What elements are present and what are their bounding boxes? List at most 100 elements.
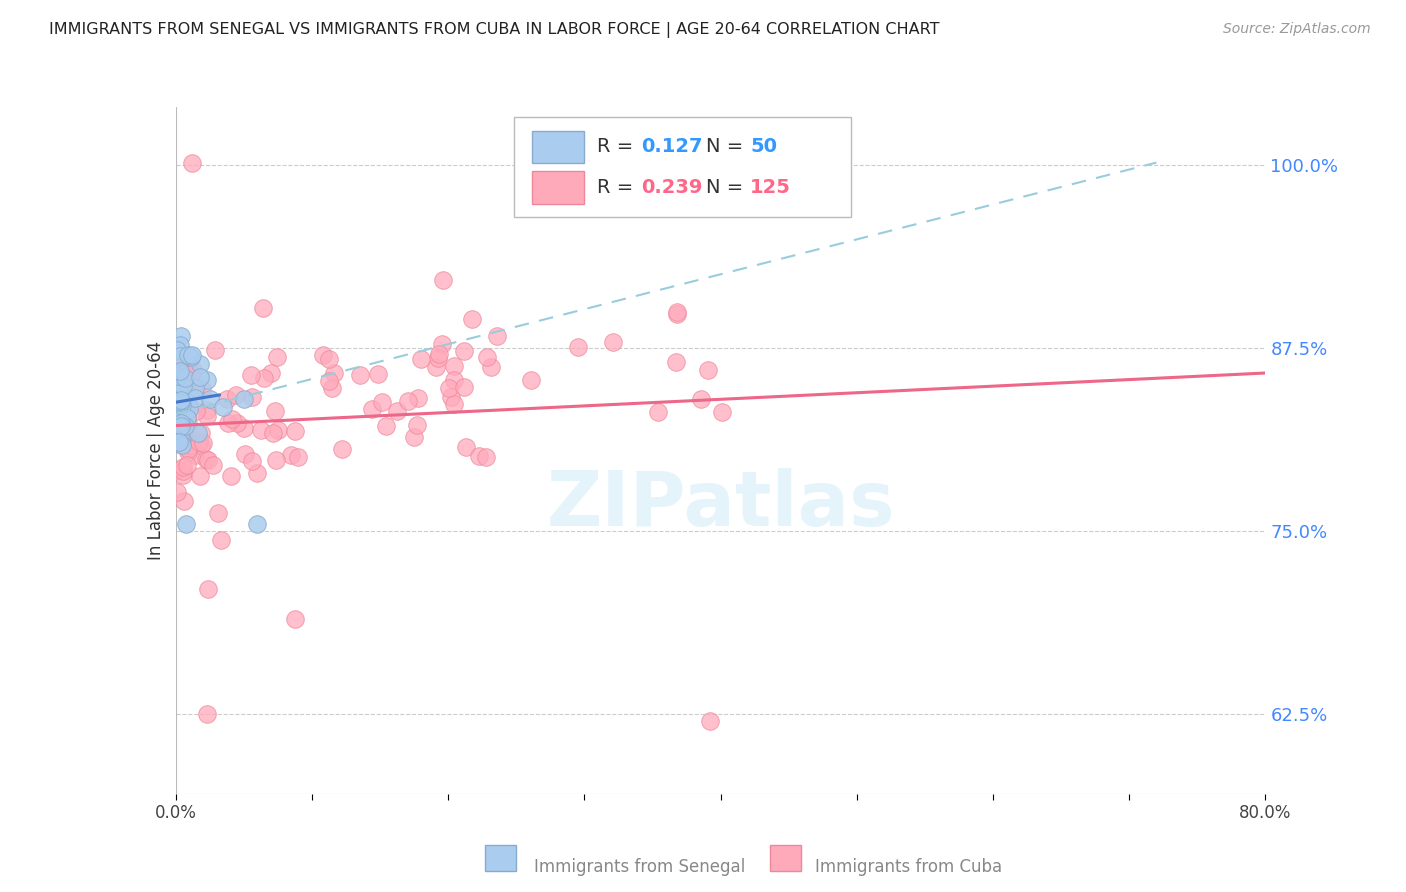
Point xyxy=(179,368,201,382)
Point xyxy=(195,706,218,721)
Point xyxy=(172,387,194,401)
Point xyxy=(267,423,290,437)
Point xyxy=(172,464,194,478)
Point xyxy=(409,351,432,366)
Point xyxy=(262,426,284,441)
Text: IMMIGRANTS FROM SENEGAL VS IMMIGRANTS FROM CUBA IN LABOR FORCE | AGE 20-64 CORRE: IMMIGRANTS FROM SENEGAL VS IMMIGRANTS FR… xyxy=(49,22,939,38)
Point xyxy=(169,385,191,400)
Point xyxy=(170,395,193,409)
Point xyxy=(225,388,247,402)
Point xyxy=(173,370,195,384)
Point xyxy=(190,438,212,452)
Point xyxy=(167,398,190,412)
Point xyxy=(166,396,188,410)
Point xyxy=(225,416,247,430)
Point xyxy=(440,390,463,404)
Point xyxy=(169,349,191,363)
Text: 0.127: 0.127 xyxy=(641,137,703,156)
Point xyxy=(520,373,543,387)
Text: 0.239: 0.239 xyxy=(641,178,703,197)
Point xyxy=(167,377,190,392)
Point xyxy=(264,404,287,418)
Point xyxy=(169,420,191,434)
Point xyxy=(184,449,207,463)
Text: 50: 50 xyxy=(749,137,778,156)
Point xyxy=(647,405,669,419)
Point xyxy=(170,438,193,452)
Point xyxy=(349,368,371,382)
Point xyxy=(167,385,190,400)
Point xyxy=(666,304,689,318)
Point xyxy=(181,349,204,363)
Point xyxy=(191,382,214,396)
Point xyxy=(198,392,221,407)
Point xyxy=(176,411,198,425)
Point xyxy=(468,449,491,463)
Point xyxy=(602,334,624,349)
Point xyxy=(242,454,264,468)
Point xyxy=(177,392,200,407)
Text: R =: R = xyxy=(598,137,640,156)
Point xyxy=(170,398,193,412)
Point xyxy=(253,371,276,385)
Point xyxy=(689,392,711,406)
Point xyxy=(184,391,207,405)
Point xyxy=(233,421,256,435)
Point xyxy=(207,506,229,520)
Point xyxy=(186,404,208,418)
Point xyxy=(170,433,193,447)
Point xyxy=(396,394,419,409)
Y-axis label: In Labor Force | Age 20-64: In Labor Force | Age 20-64 xyxy=(146,341,165,560)
Point xyxy=(180,438,202,452)
Point xyxy=(166,484,188,499)
Point xyxy=(170,419,193,434)
Point xyxy=(170,413,193,427)
Point xyxy=(323,366,346,380)
Point xyxy=(665,354,688,368)
Point xyxy=(427,351,450,365)
Point xyxy=(454,440,477,454)
Point xyxy=(177,348,200,362)
Point xyxy=(260,366,283,380)
Text: 125: 125 xyxy=(749,178,790,197)
Point xyxy=(385,404,408,418)
Text: Source: ZipAtlas.com: Source: ZipAtlas.com xyxy=(1223,22,1371,37)
Point xyxy=(180,350,202,364)
Point xyxy=(666,307,689,321)
Point xyxy=(427,346,450,360)
Point xyxy=(184,381,207,395)
FancyBboxPatch shape xyxy=(531,171,585,203)
Point xyxy=(217,416,239,430)
Point xyxy=(219,469,242,483)
Point xyxy=(173,419,195,434)
Point xyxy=(280,448,302,462)
Point xyxy=(172,360,194,375)
Point xyxy=(166,343,188,358)
Point xyxy=(174,516,197,531)
Text: Immigrants from Cuba: Immigrants from Cuba xyxy=(815,858,1002,876)
Point xyxy=(479,360,502,375)
Point xyxy=(172,459,194,474)
Point xyxy=(221,412,243,426)
Point xyxy=(266,350,288,364)
Point xyxy=(167,393,190,408)
Point xyxy=(485,328,508,343)
Point xyxy=(165,435,187,450)
Text: N =: N = xyxy=(706,137,749,156)
Point xyxy=(173,494,195,508)
Point xyxy=(567,340,589,354)
Point xyxy=(172,467,194,482)
Point xyxy=(176,410,198,425)
Point xyxy=(167,376,190,390)
Point xyxy=(180,367,202,381)
Point xyxy=(169,364,191,378)
Point xyxy=(209,533,232,548)
Point xyxy=(321,381,343,395)
Point xyxy=(190,425,212,440)
Point xyxy=(432,273,454,287)
Point xyxy=(170,392,193,407)
Point xyxy=(287,450,309,465)
Point xyxy=(170,328,193,343)
Point xyxy=(443,397,465,411)
Point xyxy=(242,390,264,404)
